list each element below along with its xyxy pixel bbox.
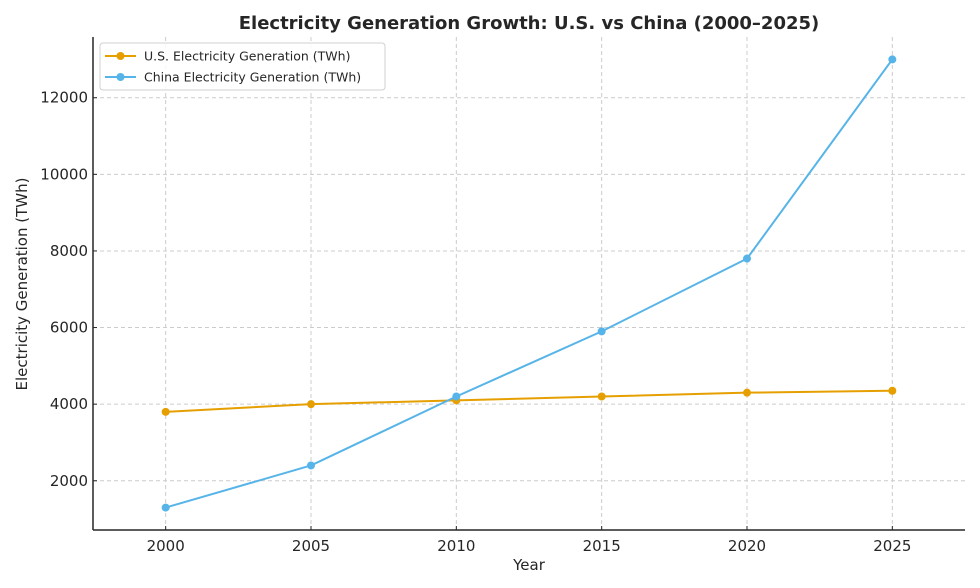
y-tick-label: 8000 (50, 242, 88, 260)
y-tick-label: 4000 (50, 395, 88, 413)
data-point (307, 461, 315, 470)
legend-label: China Electricity Generation (TWh) (144, 70, 361, 85)
data-point (161, 503, 170, 512)
y-tick-label: 10000 (40, 165, 88, 183)
legend: U.S. Electricity Generation (TWh) China E… (99, 42, 386, 91)
series-china (161, 55, 897, 512)
legend-item: China Electricity Generation (TWh) (105, 70, 361, 85)
data-point (597, 327, 606, 336)
y-axis-label: Electricity Generation (TWh) (13, 178, 31, 391)
data-point (452, 392, 461, 401)
data-point (307, 400, 315, 409)
data-point (597, 392, 606, 401)
series-us (161, 386, 897, 416)
x-tick-label: 2000 (147, 537, 185, 555)
legend-marker-icon (116, 52, 125, 60)
series-line (165, 58, 894, 509)
x-axis-ticks: 2000 2005 2010 2015 2020 2025 (147, 526, 911, 555)
y-tick-label: 12000 (40, 89, 88, 107)
data-point (743, 254, 751, 263)
y-tick-label: 2000 (50, 472, 88, 490)
series-layer (161, 55, 897, 512)
data-point (888, 55, 897, 64)
data-point (888, 386, 897, 395)
legend-item: U.S. Electricity Generation (TWh) (105, 49, 350, 64)
data-point (161, 407, 170, 416)
axes-spines (92, 37, 965, 531)
legend-marker-icon (116, 73, 125, 81)
y-tick-label: 6000 (50, 319, 88, 337)
legend-frame (99, 42, 386, 91)
x-axis-label: Year (512, 556, 546, 574)
x-tick-label: 2025 (873, 537, 911, 555)
series-line (165, 389, 893, 413)
x-tick-label: 2020 (728, 537, 766, 555)
x-tick-label: 2015 (583, 537, 621, 555)
grid (93, 37, 965, 530)
x-tick-label: 2010 (437, 537, 475, 555)
data-point (743, 388, 751, 397)
y-axis-ticks: 2000 4000 6000 8000 10000 12000 (40, 89, 97, 490)
x-tick-label: 2005 (292, 537, 330, 555)
chart-title: Electricity Generation Growth: U.S. vs C… (239, 13, 820, 34)
legend-label: U.S. Electricity Generation (TWh) (144, 49, 350, 64)
